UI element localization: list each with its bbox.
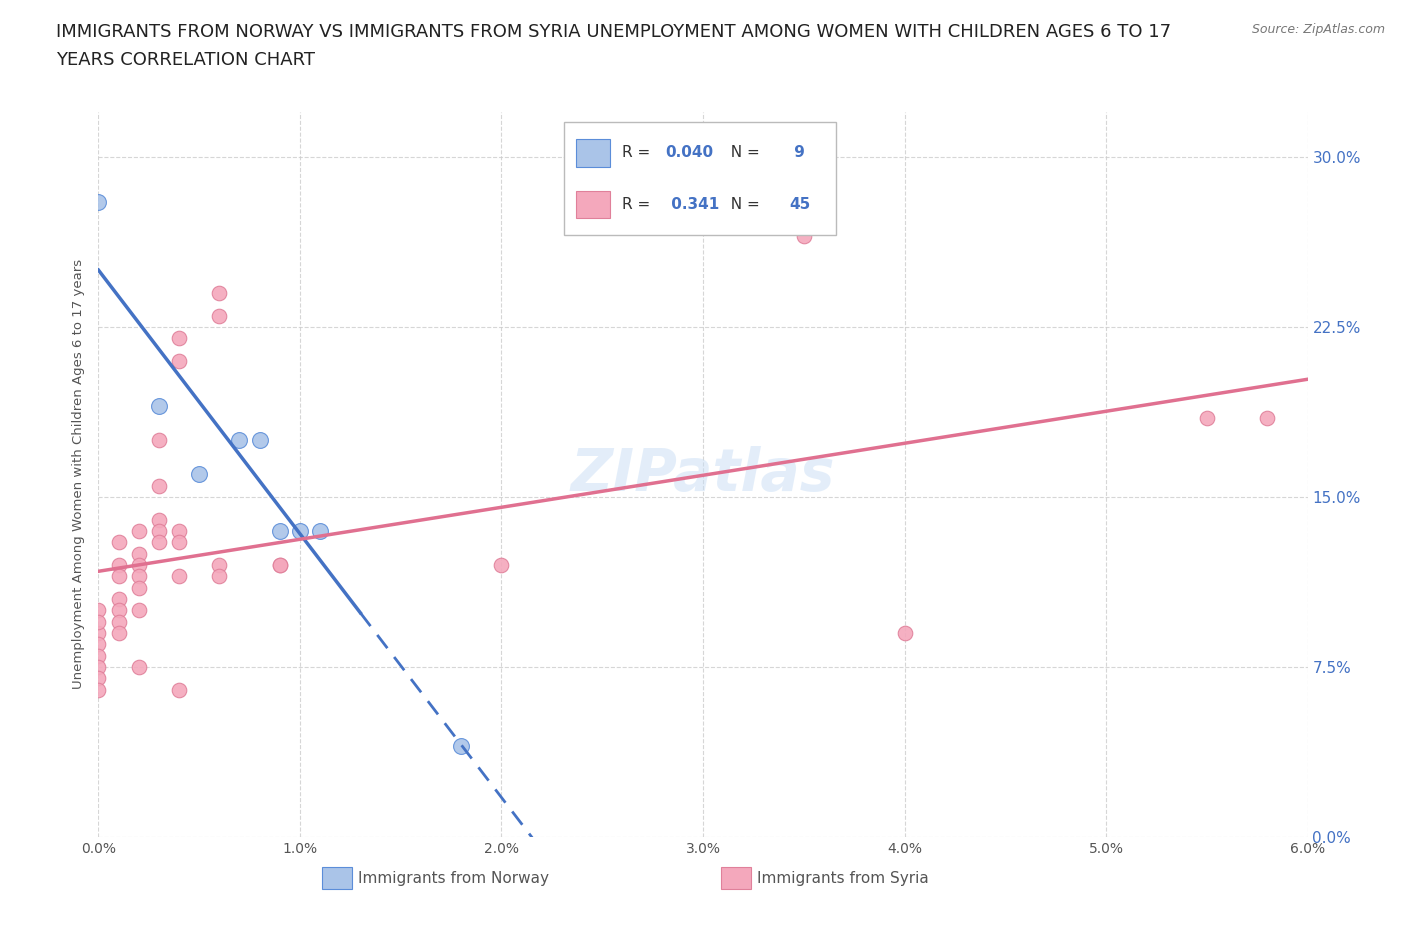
Point [107, 626, 129, 641]
Y-axis label: Unemployment Among Women with Children Ages 6 to 17 years: Unemployment Among Women with Children A… [72, 259, 86, 689]
Point [309, 524, 332, 538]
Point [167, 683, 190, 698]
Point [893, 626, 915, 641]
Point [87, 671, 110, 685]
Point [269, 558, 291, 573]
Text: ZIPatlas: ZIPatlas [571, 445, 835, 503]
Text: IMMIGRANTS FROM NORWAY VS IMMIGRANTS FROM SYRIA UNEMPLOYMENT AMONG WOMEN WITH CH: IMMIGRANTS FROM NORWAY VS IMMIGRANTS FRO… [56, 23, 1171, 41]
Point [269, 558, 291, 573]
Text: R =: R = [621, 145, 655, 160]
Point [107, 603, 129, 618]
Point [208, 308, 231, 323]
Point [87, 626, 110, 641]
Point [148, 399, 170, 414]
Point [208, 286, 231, 300]
Point [87, 603, 110, 618]
Point [208, 569, 231, 584]
Point [1256, 410, 1278, 425]
Text: R =: R = [621, 197, 655, 212]
Point [128, 558, 150, 573]
Text: Immigrants from Syria: Immigrants from Syria [758, 870, 929, 886]
Point [107, 591, 129, 606]
Point [167, 535, 190, 550]
Point [167, 353, 190, 368]
Point [128, 524, 150, 538]
Point [1195, 410, 1218, 425]
Text: Immigrants from Norway: Immigrants from Norway [359, 870, 550, 886]
Point [87, 637, 110, 652]
Point [87, 648, 110, 663]
Point [269, 524, 291, 538]
Point [288, 524, 311, 538]
FancyBboxPatch shape [322, 868, 353, 889]
Text: N =: N = [721, 145, 765, 160]
Text: 9: 9 [789, 145, 804, 160]
Point [107, 569, 129, 584]
Point [107, 558, 129, 573]
Text: Source: ZipAtlas.com: Source: ZipAtlas.com [1251, 23, 1385, 36]
Point [128, 603, 150, 618]
Point [148, 524, 170, 538]
Point [87, 683, 110, 698]
Text: N =: N = [721, 197, 765, 212]
Point [491, 558, 513, 573]
Point [107, 614, 129, 629]
Point [208, 558, 231, 573]
FancyBboxPatch shape [564, 123, 837, 235]
Point [148, 535, 170, 550]
Point [87, 659, 110, 674]
Point [148, 512, 170, 527]
Point [128, 659, 150, 674]
Point [793, 229, 815, 244]
Text: 0.341: 0.341 [665, 197, 718, 212]
Point [167, 331, 190, 346]
Text: 0.040: 0.040 [665, 145, 714, 160]
FancyBboxPatch shape [721, 868, 751, 889]
Point [87, 614, 110, 629]
Point [188, 467, 211, 482]
Point [450, 738, 472, 753]
FancyBboxPatch shape [576, 140, 610, 166]
Point [148, 478, 170, 493]
Point [87, 195, 110, 210]
Point [128, 546, 150, 561]
Point [228, 432, 250, 447]
Point [128, 569, 150, 584]
Point [249, 432, 271, 447]
Point [107, 535, 129, 550]
Point [167, 569, 190, 584]
Point [167, 524, 190, 538]
Point [128, 580, 150, 595]
FancyBboxPatch shape [576, 191, 610, 219]
Text: 45: 45 [789, 197, 810, 212]
Point [148, 432, 170, 447]
Text: YEARS CORRELATION CHART: YEARS CORRELATION CHART [56, 51, 315, 69]
